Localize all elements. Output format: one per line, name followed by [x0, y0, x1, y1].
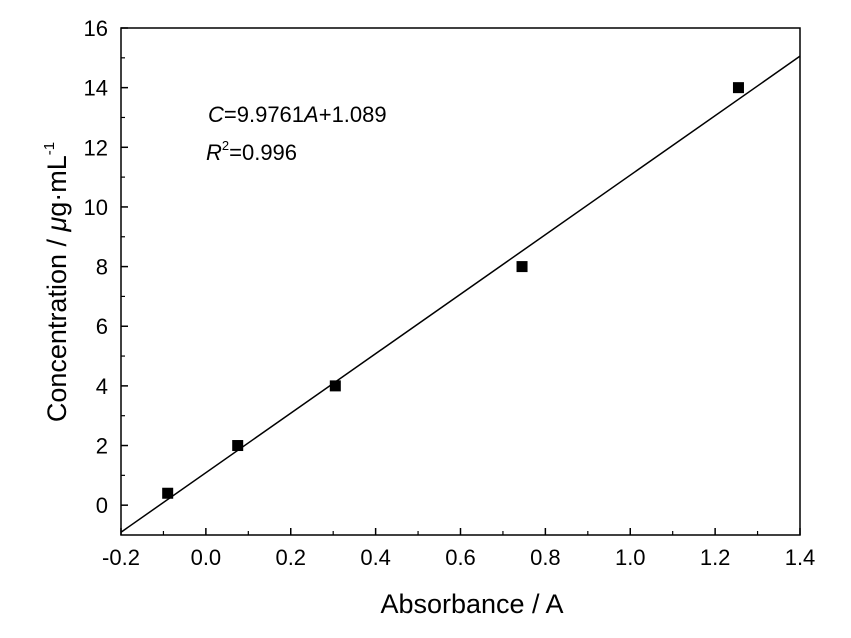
- y-tick-label: 2: [96, 434, 108, 459]
- x-tick-label: 0.4: [360, 545, 391, 570]
- data-point: [162, 487, 174, 499]
- y-tick-label: 4: [96, 374, 108, 399]
- y-tick-label: 12: [84, 135, 108, 160]
- y-axis-ticks: 0 2 4 6 8 10 12 14 16: [84, 16, 128, 518]
- x-axis-ticks: -0.2 0.0 0.2 0.4 0.6 0.8 1.0 1.2 1.4: [102, 528, 815, 570]
- y-tick-label: 8: [96, 255, 108, 280]
- x-tick-label: 0.6: [445, 545, 476, 570]
- y-tick-label: 6: [96, 314, 108, 339]
- r-squared-annotation: R2=0.996: [206, 138, 297, 165]
- data-points: [162, 82, 744, 499]
- y-tick-label: 16: [84, 16, 108, 41]
- x-tick-label: 0.2: [275, 545, 306, 570]
- x-tick-label: 1.4: [785, 545, 816, 570]
- data-point: [329, 380, 341, 392]
- y-tick-label: 10: [84, 195, 108, 220]
- x-tick-label: 1.2: [700, 545, 731, 570]
- fit-line: [120, 55, 801, 533]
- data-point: [516, 261, 528, 273]
- x-tick-label: 1.0: [615, 545, 646, 570]
- data-point: [732, 82, 744, 94]
- equation-annotation: C=9.9761A+1.089: [208, 102, 387, 127]
- x-tick-label: 0.0: [191, 545, 222, 570]
- data-point: [232, 440, 244, 452]
- x-tick-label: -0.2: [102, 545, 140, 570]
- x-tick-label: 0.8: [530, 545, 561, 570]
- y-tick-label: 14: [84, 76, 108, 101]
- y-tick-label: 0: [96, 493, 108, 518]
- x-axis-title: Absorbance / A: [380, 589, 563, 619]
- y-axis-title: Concentration / μg·mL-1: [41, 142, 72, 422]
